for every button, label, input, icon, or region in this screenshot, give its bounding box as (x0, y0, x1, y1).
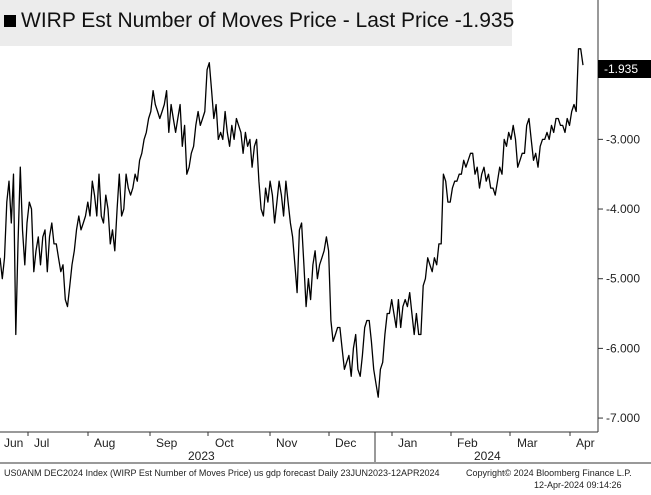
y-tick-label: -3.000 (606, 132, 640, 146)
x-tick-label: Jan (398, 436, 417, 450)
x-tick-label: Sep (156, 436, 178, 450)
footer-copyright: Copyright© 2024 Bloomberg Finance L.P. (466, 468, 632, 478)
y-tick-label: -5.000 (606, 272, 640, 286)
legend-swatch (4, 15, 16, 27)
x-tick-label: Apr (576, 436, 595, 450)
x-tick-label: Aug (94, 436, 115, 450)
x-tick-label: Feb (457, 436, 478, 450)
footer-description: US0ANM DEC2024 Index (WIRP Est Number of… (4, 468, 440, 478)
legend: WIRP Est Number of Moves Price - Last Pr… (0, 0, 515, 46)
x-tick-label: Oct (215, 436, 234, 450)
x-tick-label: Dec (335, 436, 356, 450)
y-tick-label: -4.000 (606, 202, 640, 216)
x-tick-label: Nov (276, 436, 297, 450)
year-label: 2024 (474, 449, 501, 463)
footer-timestamp: 12-Apr-2024 09:14:26 (534, 480, 622, 490)
x-tick-label: Mar (517, 436, 538, 450)
series-line-0 (0, 48, 584, 398)
y-tick-label: -7.000 (606, 411, 640, 425)
last-price-tag: -1.935 (598, 60, 651, 78)
series-layer (0, 48, 584, 398)
x-tick-label: Jul (34, 436, 49, 450)
y-tick-label: -6.000 (606, 341, 640, 355)
legend-label: WIRP Est Number of Moves Price - Last Pr… (21, 9, 515, 32)
axis-layer: -7.000 -6.000 -5.000 -4.000 -3.000 Jun Jul Aug S… (0, 0, 651, 464)
x-tick-label: Jun (4, 436, 23, 450)
year-label: 2023 (188, 449, 215, 463)
